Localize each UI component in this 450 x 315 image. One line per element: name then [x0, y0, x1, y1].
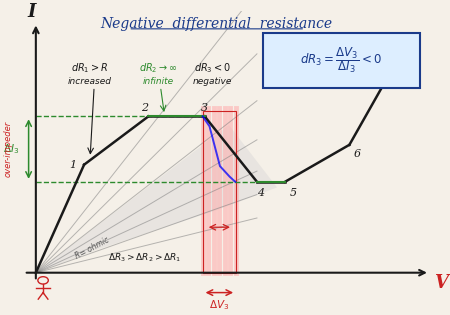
Polygon shape: [36, 125, 277, 273]
Text: I: I: [27, 3, 36, 21]
FancyBboxPatch shape: [263, 32, 420, 88]
Text: 1: 1: [69, 160, 76, 170]
Bar: [202, 111, 236, 273]
Text: $\Delta R_3 > \Delta R_2 > \Delta R_1$: $\Delta R_3 > \Delta R_2 > \Delta R_1$: [108, 252, 181, 264]
Text: V: V: [434, 274, 448, 292]
Text: over-impeder: over-impeder: [4, 121, 13, 177]
Text: infinite: infinite: [143, 77, 174, 86]
Text: $\Delta V_3$: $\Delta V_3$: [209, 298, 230, 312]
Text: 5: 5: [289, 187, 297, 198]
Text: $dR_3 = \dfrac{\Delta V_3}{\Delta I_3} < 0$: $dR_3 = \dfrac{\Delta V_3}{\Delta I_3} <…: [301, 45, 382, 75]
Text: increased: increased: [68, 77, 112, 86]
Text: Negative  differential  resistance: Negative differential resistance: [101, 17, 333, 31]
Text: 4: 4: [256, 187, 264, 198]
Text: $dR_3 < 0$: $dR_3 < 0$: [194, 61, 231, 75]
Text: $dR_1 > R$: $dR_1 > R$: [72, 61, 109, 75]
Text: R= ohmic: R= ohmic: [73, 236, 111, 261]
Text: 7: 7: [393, 65, 400, 75]
Text: 6: 6: [354, 149, 361, 159]
Text: negative: negative: [193, 77, 232, 86]
Text: $dR_2 \to \infty$: $dR_2 \to \infty$: [139, 61, 178, 75]
Text: $\Delta I_3$: $\Delta I_3$: [3, 142, 19, 156]
Text: 2: 2: [141, 103, 148, 113]
Text: 3: 3: [201, 103, 208, 113]
